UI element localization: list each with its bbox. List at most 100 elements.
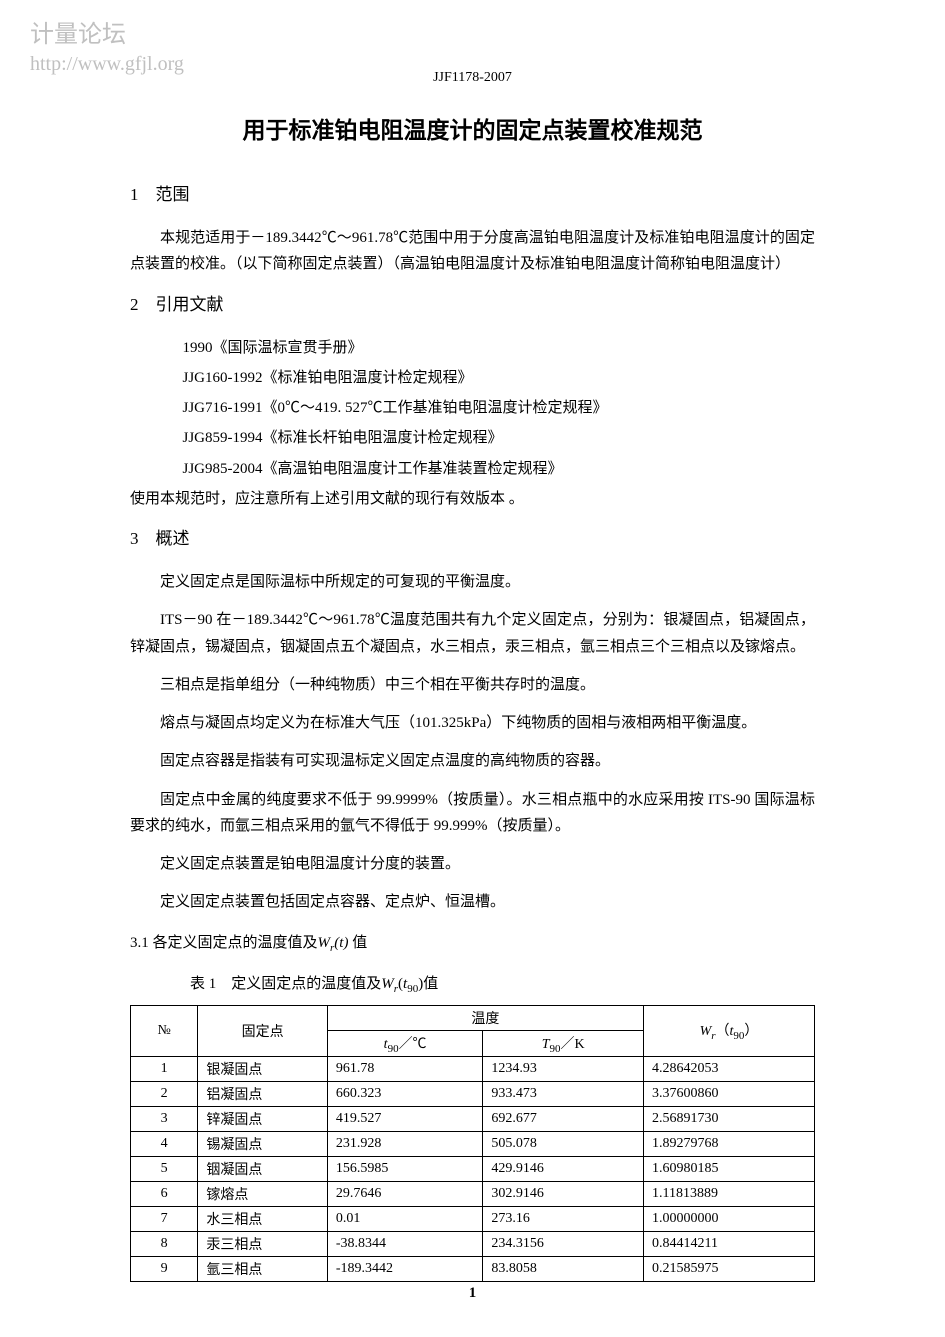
cell-t90k: 933.473 [483,1082,644,1107]
th-wr: Wr（t90） [643,1005,814,1057]
th-fixed-point: 固定点 [198,1005,328,1057]
cell-wr: 0.84414211 [643,1232,814,1257]
table-row: 3 锌凝固点 419.527 692.677 2.56891730 [131,1107,815,1132]
t90c-unit: ／℃ [399,1037,427,1052]
cell-no: 5 [131,1157,198,1182]
cell-wr: 1.60980185 [643,1157,814,1182]
t90k-90: 90 [549,1042,560,1054]
section3-para: 熔点与凝固点均定义为在标准大气压（101.325kPa）下纯物质的固相与液相两相… [130,710,815,736]
table-body: 1 银凝固点 961.78 1234.93 4.28642053 2 铝凝固点 … [131,1057,815,1282]
th-no: № [131,1005,198,1057]
cell-t90k: 505.078 [483,1132,644,1157]
section3-para: 三相点是指单组分（一种纯物质）中三个相在平衡共存时的温度。 [130,672,815,698]
section3-para: 定义固定点装置包括固定点容器、定点炉、恒温槽。 [130,889,815,915]
cell-no: 7 [131,1207,198,1232]
table1-caption: 表 1 定义固定点的温度值及Wr(t90)值 [190,972,815,995]
section3-para: 固定点容器是指装有可实现温标定义固定点温度的高纯物质的容器。 [130,748,815,774]
cell-fp: 银凝固点 [198,1057,328,1082]
section2-heading: 2 引用文献 [130,290,815,315]
ref-item: JJG716-1991《0℃～419. 527℃工作基准铂电阻温度计检定规程》 [183,395,816,421]
sub31-suffix: 值 [348,935,367,951]
cell-t90c: 29.7646 [327,1182,482,1207]
cell-t90k: 429.9146 [483,1157,644,1182]
th-t90c: t90／℃ [327,1030,482,1057]
wr-W: W [700,1024,712,1039]
cell-t90k: 302.9146 [483,1182,644,1207]
section3-heading: 3 概述 [130,524,815,549]
cell-fp: 锡凝固点 [198,1132,328,1157]
t90c-90: 90 [388,1042,399,1054]
caption-W: W [381,976,394,992]
cell-fp: 铝凝固点 [198,1082,328,1107]
wr-90: 90 [733,1030,744,1042]
cell-fp: 氩三相点 [198,1257,328,1282]
th-t90k: T90／K [483,1030,644,1057]
cell-t90k: 692.677 [483,1107,644,1132]
cell-fp: 水三相点 [198,1207,328,1232]
table-row: 5 铟凝固点 156.5985 429.9146 1.60980185 [131,1157,815,1182]
cell-wr: 1.89279768 [643,1132,814,1157]
caption-suffix: 值 [423,976,438,992]
section2-note: 使用本规范时，应注意所有上述引用文献的现行有效版本 。 [130,486,815,512]
cell-wr: 0.21585975 [643,1257,814,1282]
table-row: 9 氩三相点 -189.3442 83.8058 0.21585975 [131,1257,815,1282]
cell-fp: 镓熔点 [198,1182,328,1207]
th-temperature: 温度 [327,1005,643,1030]
main-title: 用于标准铂电阻温度计的固定点装置校准规范 [130,111,815,145]
table-row: 8 汞三相点 -38.8344 234.3156 0.84414211 [131,1232,815,1257]
page-content: JJF1178-2007 用于标准铂电阻温度计的固定点装置校准规范 1 范围 本… [0,0,945,1312]
table-row: 1 银凝固点 961.78 1234.93 4.28642053 [131,1057,815,1082]
cell-no: 3 [131,1107,198,1132]
cell-t90c: 961.78 [327,1057,482,1082]
table-row: 4 锡凝固点 231.928 505.078 1.89279768 [131,1132,815,1157]
cell-t90c: 156.5985 [327,1157,482,1182]
cell-t90k: 273.16 [483,1207,644,1232]
cell-no: 8 [131,1232,198,1257]
cell-no: 9 [131,1257,198,1282]
cell-no: 4 [131,1132,198,1157]
section3-para: 固定点中金属的纯度要求不低于 99.9999%（按质量）。水三相点瓶中的水应采用… [130,787,815,840]
table-header-row1: № 固定点 温度 Wr（t90） [131,1005,815,1030]
table-row: 7 水三相点 0.01 273.16 1.00000000 [131,1207,815,1232]
cell-t90c: 419.527 [327,1107,482,1132]
cell-fp: 汞三相点 [198,1232,328,1257]
wr-open: （ [716,1024,730,1039]
cell-wr: 4.28642053 [643,1057,814,1082]
cell-t90k: 83.8058 [483,1257,644,1282]
t90k-unit: ／K [560,1037,584,1052]
sub31-prefix: 3.1 各定义固定点的温度值及 [130,935,318,951]
cell-t90c: 660.323 [327,1082,482,1107]
table-row: 2 铝凝固点 660.323 933.473 3.37600860 [131,1082,815,1107]
table-row: 6 镓熔点 29.7646 302.9146 1.11813889 [131,1182,815,1207]
cell-fp: 铟凝固点 [198,1157,328,1182]
cell-fp: 锌凝固点 [198,1107,328,1132]
cell-wr: 1.11813889 [643,1182,814,1207]
subsection31-heading: 3.1 各定义固定点的温度值及Wr(t) 值 [130,931,815,954]
sub31-W: W [318,935,331,951]
cell-no: 2 [131,1082,198,1107]
cell-wr: 3.37600860 [643,1082,814,1107]
ref-item: JJG160-1992《标准铂电阻温度计检定规程》 [183,365,816,391]
ref-item: 1990《国际温标宣贯手册》 [183,335,816,361]
fixed-points-table: № 固定点 温度 Wr（t90） t90／℃ T90／K 1 银凝固点 96 [130,1005,815,1283]
wr-close: ） [744,1024,758,1039]
cell-wr: 1.00000000 [643,1207,814,1232]
cell-t90k: 1234.93 [483,1057,644,1082]
cell-t90c: -189.3442 [327,1257,482,1282]
section3-para: ITS－90 在－189.3442℃～961.78℃温度范围共有九个定义固定点，… [130,607,815,660]
doc-header: JJF1178-2007 [130,70,815,86]
caption-90: 90 [407,983,418,995]
section1-heading: 1 范围 [130,180,815,205]
caption-prefix: 表 1 定义固定点的温度值及 [190,976,381,992]
cell-t90c: 231.928 [327,1132,482,1157]
cell-wr: 2.56891730 [643,1107,814,1132]
cell-t90c: -38.8344 [327,1232,482,1257]
section1-para: 本规范适用于－189.3442℃～961.78℃范围中用于分度高温铂电阻温度计及… [130,225,815,278]
section3-para: 定义固定点是国际温标中所规定的可复现的平衡温度。 [130,569,815,595]
section3-para: 定义固定点装置是铂电阻温度计分度的装置。 [130,851,815,877]
cell-t90k: 234.3156 [483,1232,644,1257]
sub31-t: (t) [334,935,348,951]
ref-item: JJG985-2004《高温铂电阻温度计工作基准装置检定规程》 [183,456,816,482]
ref-item: JJG859-1994《标准长杆铂电阻温度计检定规程》 [183,425,816,451]
cell-no: 1 [131,1057,198,1082]
